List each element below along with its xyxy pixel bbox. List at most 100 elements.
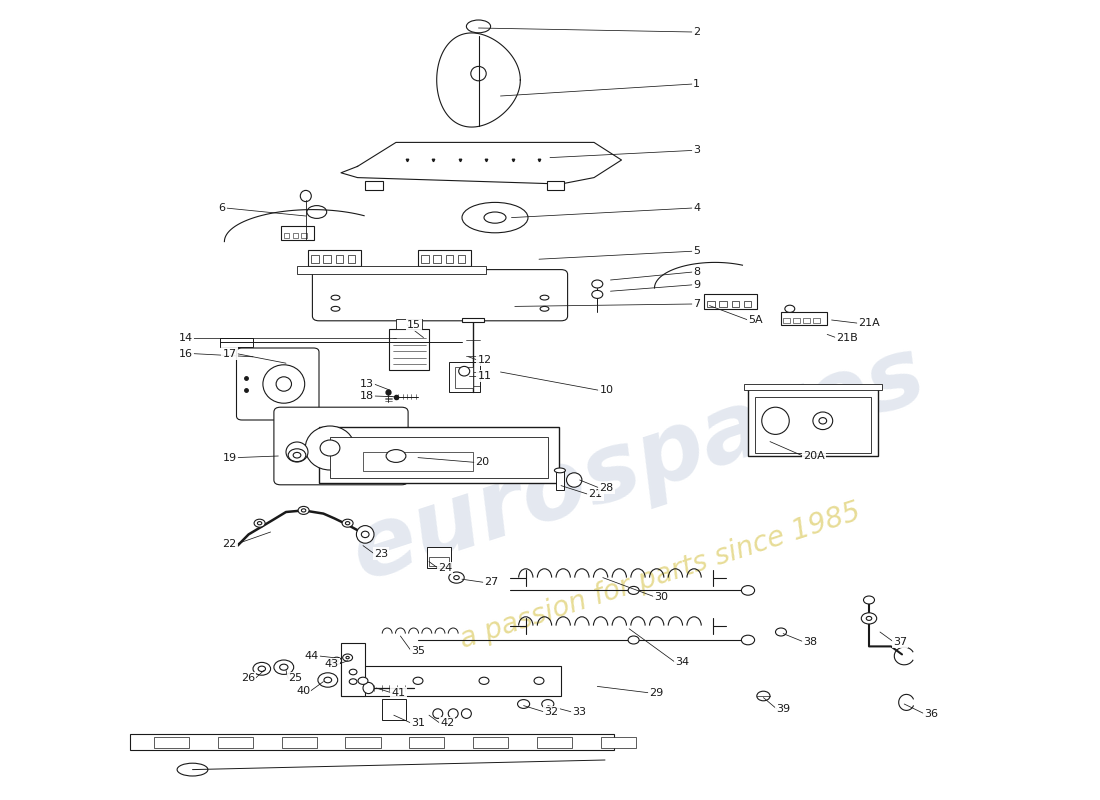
Text: 38: 38 [803, 637, 817, 646]
Ellipse shape [293, 452, 301, 458]
Ellipse shape [358, 677, 367, 685]
Ellipse shape [554, 468, 565, 473]
Text: 6: 6 [219, 203, 225, 213]
Ellipse shape [331, 295, 340, 300]
Text: 17: 17 [222, 349, 236, 358]
Text: 7: 7 [693, 299, 700, 309]
Text: 36: 36 [924, 709, 938, 718]
Bar [462, 318, 484, 322]
Ellipse shape [323, 677, 332, 682]
Ellipse shape [861, 613, 877, 624]
Bar [433, 255, 441, 263]
Ellipse shape [386, 450, 406, 462]
Ellipse shape [628, 636, 639, 644]
Ellipse shape [342, 519, 353, 527]
Ellipse shape [540, 306, 549, 311]
Bar [365, 181, 383, 190]
Bar [280, 226, 314, 240]
Text: 10: 10 [600, 386, 614, 395]
Bar [744, 301, 751, 307]
Ellipse shape [462, 709, 471, 718]
Bar [311, 255, 319, 263]
Bar [744, 384, 882, 390]
Text: 3: 3 [693, 146, 700, 155]
Bar [449, 362, 480, 392]
Bar [803, 318, 810, 323]
Text: 32: 32 [544, 707, 559, 717]
Ellipse shape [449, 572, 464, 583]
Ellipse shape [867, 616, 871, 621]
Bar [418, 250, 471, 266]
Bar [389, 329, 429, 370]
Text: 40: 40 [296, 686, 310, 696]
Text: 26: 26 [241, 674, 255, 683]
Text: 21A: 21A [858, 318, 880, 328]
Ellipse shape [298, 506, 309, 514]
Text: 5A: 5A [748, 315, 762, 325]
Polygon shape [341, 142, 622, 184]
Bar [284, 233, 289, 238]
Text: 23: 23 [374, 549, 388, 558]
Bar [556, 471, 564, 490]
Ellipse shape [331, 306, 340, 311]
Ellipse shape [318, 673, 338, 687]
Text: 30: 30 [654, 592, 669, 602]
Text: 12: 12 [477, 355, 492, 365]
Ellipse shape [286, 442, 308, 462]
Ellipse shape [257, 522, 262, 525]
Text: a passion for parts since 1985: a passion for parts since 1985 [456, 498, 864, 654]
Ellipse shape [346, 656, 350, 659]
Bar [301, 233, 307, 238]
Text: 43: 43 [324, 659, 339, 669]
Ellipse shape [274, 660, 294, 674]
Bar [330, 437, 548, 478]
Ellipse shape [345, 522, 350, 525]
Text: 35: 35 [411, 646, 426, 656]
Ellipse shape [258, 666, 265, 671]
Ellipse shape [466, 20, 491, 33]
Text: 9: 9 [693, 280, 700, 290]
Bar [308, 250, 361, 266]
Bar [282, 737, 317, 748]
Ellipse shape [356, 526, 374, 543]
Ellipse shape [628, 586, 639, 594]
Text: 8: 8 [693, 267, 700, 277]
Bar [446, 255, 453, 263]
Ellipse shape [332, 658, 341, 664]
Ellipse shape [412, 677, 422, 685]
Text: 18: 18 [360, 391, 374, 401]
Text: 13: 13 [360, 379, 374, 389]
Bar [396, 319, 422, 329]
Ellipse shape [288, 449, 306, 462]
Text: 1: 1 [693, 79, 700, 89]
Bar [297, 266, 486, 274]
Bar [458, 255, 465, 263]
Ellipse shape [253, 662, 271, 675]
Text: 21: 21 [588, 490, 603, 499]
Bar [341, 643, 365, 696]
Ellipse shape [453, 576, 460, 579]
Text: 44: 44 [305, 651, 319, 661]
Text: 31: 31 [411, 718, 426, 728]
Text: 15: 15 [407, 320, 421, 330]
Polygon shape [437, 33, 520, 127]
Ellipse shape [433, 709, 442, 718]
Ellipse shape [320, 440, 340, 456]
Ellipse shape [592, 290, 603, 298]
Bar [707, 301, 715, 307]
Bar [781, 312, 827, 325]
Bar [130, 734, 614, 750]
Ellipse shape [818, 418, 827, 424]
Ellipse shape [741, 586, 755, 595]
Ellipse shape [343, 654, 352, 661]
Ellipse shape [350, 669, 358, 675]
Text: 21B: 21B [836, 333, 858, 342]
Bar [429, 557, 449, 566]
Text: 39: 39 [777, 704, 791, 714]
Bar [220, 338, 253, 347]
Bar [719, 301, 727, 307]
Bar [382, 699, 406, 720]
Bar [601, 737, 636, 748]
Text: 19: 19 [222, 453, 236, 462]
Text: 25: 25 [288, 674, 302, 683]
